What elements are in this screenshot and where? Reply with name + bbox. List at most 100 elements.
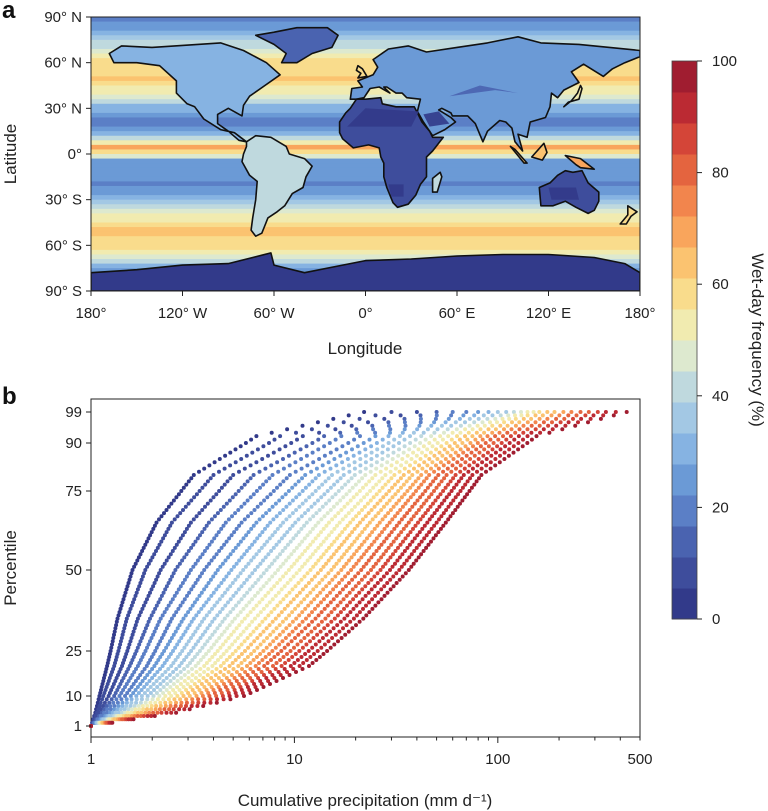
scatter-point: [550, 420, 554, 425]
scatter-y-axis-label: Percentile: [1, 530, 20, 606]
scatter-point: [293, 636, 297, 640]
ocean-band: [91, 231, 640, 237]
scatter-point: [516, 447, 521, 452]
scatter-point: [149, 636, 154, 640]
scatter-point: [247, 545, 252, 550]
scatter-point: [223, 558, 228, 563]
scatter-point: [354, 492, 359, 497]
scatter-x-ticks: 1 10 100 500: [87, 737, 653, 768]
scatter-point: [412, 501, 417, 506]
scatter-point: [231, 667, 236, 671]
scatter-point: [158, 639, 163, 644]
scatter-point: [355, 430, 360, 435]
scatter-point: [290, 610, 295, 615]
scatter-point: [220, 619, 225, 624]
scatter-point: [525, 413, 530, 418]
scatter-point: [148, 639, 152, 644]
scatter-point: [339, 508, 344, 512]
scatter-point: [131, 717, 136, 722]
scatter-point: [138, 714, 143, 718]
scatter-point: [211, 574, 216, 579]
scatter-point: [341, 597, 346, 602]
scatter-point: [189, 476, 194, 481]
scatter-point: [166, 526, 171, 531]
scatter-point: [287, 526, 292, 531]
land-sumatra: [509, 145, 528, 164]
scatter-point: [312, 652, 316, 656]
scatter-point: [296, 603, 301, 608]
scatter-point: [336, 639, 340, 644]
scatter-point: [251, 658, 256, 662]
scatter-point: [432, 420, 437, 425]
scatter-point: [309, 629, 314, 634]
scatter-point: [193, 581, 198, 585]
scatter-point: [327, 441, 332, 445]
scatter-point: [325, 603, 330, 608]
scatter-point: [396, 479, 400, 484]
scatter-point: [125, 649, 130, 653]
scatter-point: [202, 526, 207, 531]
scatter-point: [360, 587, 365, 592]
scatter-point: [389, 410, 394, 414]
scatter-point: [152, 629, 157, 634]
scatter-point: [180, 649, 185, 653]
scatter-point: [263, 466, 268, 471]
scatter-point: [442, 430, 446, 435]
scatter-point: [214, 700, 219, 705]
scatter-point: [342, 606, 346, 611]
scatter-point: [131, 655, 136, 659]
scatter-point: [387, 533, 392, 538]
scatter-point: [281, 597, 286, 602]
scatter-point: [415, 427, 420, 432]
scatter-point: [148, 685, 153, 689]
scatter-point: [286, 642, 291, 647]
scatter-point: [367, 610, 372, 615]
scatter-point: [269, 549, 274, 553]
scatter-point: [483, 441, 488, 445]
scatter-point: [130, 632, 135, 637]
scatter-point: [129, 707, 134, 712]
scatter-point: [314, 584, 319, 589]
scatter-point: [207, 561, 212, 566]
scatter-point: [107, 676, 112, 680]
scatter-point: [281, 574, 286, 579]
scatter-point: [308, 530, 313, 535]
scatter-point: [288, 649, 293, 653]
scatter-point: [344, 561, 349, 566]
scatter-point: [333, 492, 338, 497]
scatter-point: [186, 670, 191, 674]
scatter-point: [202, 664, 207, 668]
scatter-point: [440, 453, 445, 458]
scatter-point: [436, 530, 441, 535]
scatter-point: [224, 574, 229, 579]
scatter-point: [373, 593, 378, 598]
scatter-point: [159, 514, 164, 519]
scatter-point: [425, 463, 430, 468]
map-x-tick-label: 180°: [75, 305, 106, 322]
scatter-point: [115, 688, 120, 692]
scatter-point: [423, 437, 428, 442]
scatter-point: [164, 508, 169, 512]
scatter-point: [363, 514, 368, 519]
scatter-point: [118, 606, 123, 611]
scatter-point: [372, 539, 377, 544]
scatter-point: [357, 450, 362, 455]
scatter-point: [488, 420, 492, 425]
scatter-point: [259, 670, 264, 674]
scatter-point: [336, 511, 341, 516]
scatter-point: [126, 710, 130, 715]
scatter-point: [225, 688, 230, 692]
scatter-point: [249, 558, 254, 563]
scatter-point: [353, 584, 358, 589]
scatter-point: [126, 667, 131, 671]
scatter-point: [472, 482, 477, 487]
scatter-point: [234, 626, 239, 631]
scatter-point: [236, 645, 241, 650]
scatter-point: [142, 571, 147, 576]
scatter-point: [266, 552, 271, 557]
scatter-point: [280, 495, 285, 500]
scatter-point: [369, 555, 374, 560]
scatter-point: [329, 610, 334, 615]
scatter-point: [403, 536, 408, 541]
scatter-point: [569, 410, 574, 414]
